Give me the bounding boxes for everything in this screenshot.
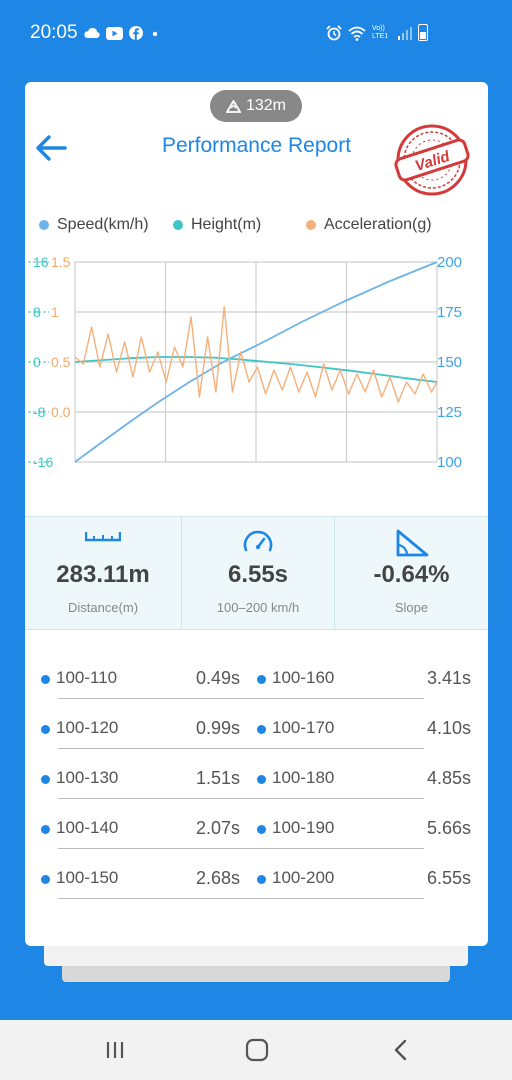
speed-tick-label: 175 (437, 304, 462, 321)
speed-series-line (74, 261, 438, 463)
mountain-icon (225, 99, 241, 113)
stats-panel: 283.11m Distance(m) 6.55s 100–200 km/h -… (25, 516, 488, 630)
stat-distance: 283.11m Distance(m) (25, 517, 181, 629)
split-range: 100-140 (56, 818, 119, 837)
split-row: 100-160 3.41s (241, 664, 471, 714)
height-tick-label: 8 (33, 304, 41, 320)
network-type-label: Vo)) LTE1 (372, 25, 389, 40)
split-row: 100-170 4.10s (241, 714, 471, 764)
status-bar: 20:05 Vo)) LTE1 (0, 0, 512, 54)
stat-distance-value: 283.11m (56, 561, 150, 588)
home-button[interactable] (242, 1035, 272, 1065)
split-time: 2.68s (195, 868, 240, 888)
stat-time-value: 6.55s (227, 561, 289, 588)
stat-distance-label: Distance(m) (67, 600, 139, 615)
split-row: 100-130 1.51s (25, 764, 258, 814)
split-range: 100-180 (272, 768, 335, 787)
split-time: 0.99s (195, 718, 240, 738)
valid-stamp: Valid (394, 124, 470, 196)
back-nav-button[interactable] (386, 1035, 416, 1065)
slope-icon (396, 529, 428, 557)
split-time: 4.10s (426, 718, 471, 738)
speed-tick-label: 125 (437, 404, 462, 421)
split-range: 100-150 (56, 868, 119, 887)
speed-tick-label: 100 (437, 454, 462, 471)
split-row: 100-120 0.99s (25, 714, 258, 764)
page-title: Performance Report (161, 134, 352, 157)
split-range: 100-190 (272, 818, 335, 837)
more-notifications-icon (152, 31, 158, 37)
split-time: 1.51s (195, 768, 240, 788)
distance-badge: 132m (210, 90, 302, 122)
split-time: 4.85s (426, 768, 471, 788)
stat-time: 6.55s 100–200 km/h (182, 517, 334, 629)
split-row: 100-110 0.49s (25, 664, 258, 714)
legend-item-speed: Speed(km/h) (39, 216, 149, 234)
signal-icon (398, 27, 412, 40)
split-row: 100-150 2.68s (25, 864, 258, 914)
accel-tick-label: 1.5 (51, 254, 71, 270)
split-time: 6.55s (426, 868, 471, 888)
acceleration-series-line (74, 306, 438, 403)
recent-apps-button[interactable] (100, 1035, 130, 1065)
stat-time-label: 100–200 km/h (216, 600, 300, 615)
chart-legend: Speed(km/h) Height(m) Acceleration(g) (25, 216, 488, 238)
speed-tick-label: 200 (437, 254, 462, 271)
legend-item-acceleration: Acceleration(g) (306, 216, 432, 234)
youtube-icon (106, 26, 123, 40)
height-tick-label: 0 (33, 354, 41, 370)
report-card: 132m Performance Report Valid Speed(km/h… (25, 82, 488, 946)
split-row: 100-190 5.66s (241, 814, 471, 864)
distance-badge-label: 132m (245, 97, 287, 114)
back-arrow-icon[interactable] (33, 130, 69, 166)
split-range: 100-130 (56, 768, 119, 787)
split-range: 100-160 (272, 668, 335, 687)
ruler-icon (85, 532, 121, 542)
system-status-icons: Vo)) LTE1 (326, 24, 430, 42)
alarm-icon (326, 25, 342, 41)
notification-icons (84, 24, 161, 42)
stat-slope-label: Slope (394, 600, 429, 615)
split-row: 100-140 2.07s (25, 814, 258, 864)
accel-tick-label: 0.0 (51, 404, 71, 420)
legend-item-height: Height(m) (173, 216, 261, 234)
facebook-icon (129, 26, 143, 40)
accel-tick-label: 1 (51, 304, 59, 320)
split-dot (257, 675, 266, 684)
battery-icon (418, 24, 428, 41)
split-time: 2.07s (195, 818, 240, 838)
stat-slope-value: -0.64% (373, 561, 450, 588)
split-row: 100-180 4.85s (241, 764, 471, 814)
speedometer-icon (243, 530, 273, 552)
split-time: 5.66s (426, 818, 471, 838)
split-range: 100-120 (56, 718, 119, 737)
split-dot (41, 675, 50, 684)
split-range: 100-110 (56, 668, 118, 687)
split-time: 0.49s (195, 668, 240, 688)
split-range: 100-200 (272, 868, 335, 887)
split-range: 100-170 (272, 718, 335, 737)
wifi-icon (348, 26, 366, 41)
accel-tick-label: 0.5 (51, 354, 71, 370)
status-time: 20:05 (30, 22, 78, 43)
stat-slope: -0.64% Slope (335, 517, 488, 629)
speed-tick-label: 150 (437, 354, 462, 371)
system-nav-bar (0, 1020, 512, 1080)
split-row: 100-200 6.55s (241, 864, 471, 914)
cloud-icon (84, 27, 100, 38)
split-time: 3.41s (426, 668, 471, 688)
